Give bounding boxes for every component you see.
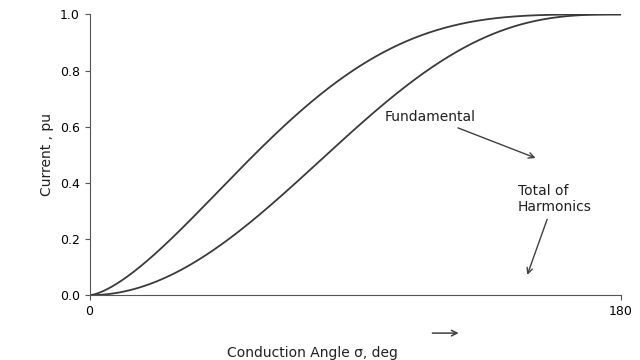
Text: Fundamental: Fundamental <box>385 110 534 158</box>
Text: Conduction Angle σ, deg: Conduction Angle σ, deg <box>227 346 398 360</box>
Text: Total of
Harmonics: Total of Harmonics <box>518 184 591 274</box>
Y-axis label: Current , pu: Current , pu <box>40 113 54 196</box>
